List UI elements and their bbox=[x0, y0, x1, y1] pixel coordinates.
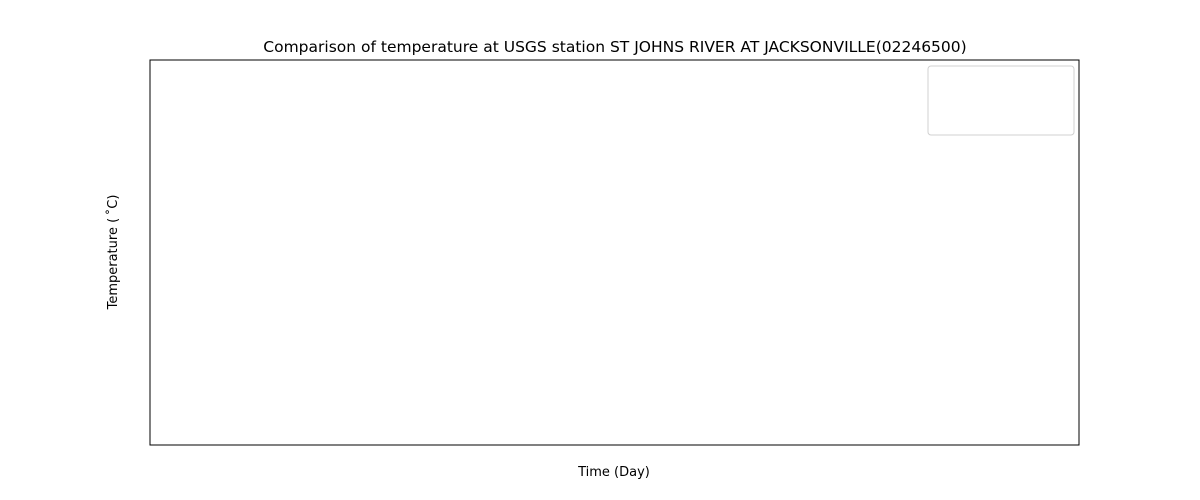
legend bbox=[927, 65, 1075, 136]
axes-frame bbox=[149, 59, 1080, 446]
legend-box bbox=[927, 65, 1075, 136]
y-axis-title: Temperature ( ˚C) bbox=[105, 195, 121, 311]
chart-title: Comparison of temperature at USGS statio… bbox=[263, 38, 966, 56]
x-axis-title: Time (Day) bbox=[577, 465, 650, 480]
